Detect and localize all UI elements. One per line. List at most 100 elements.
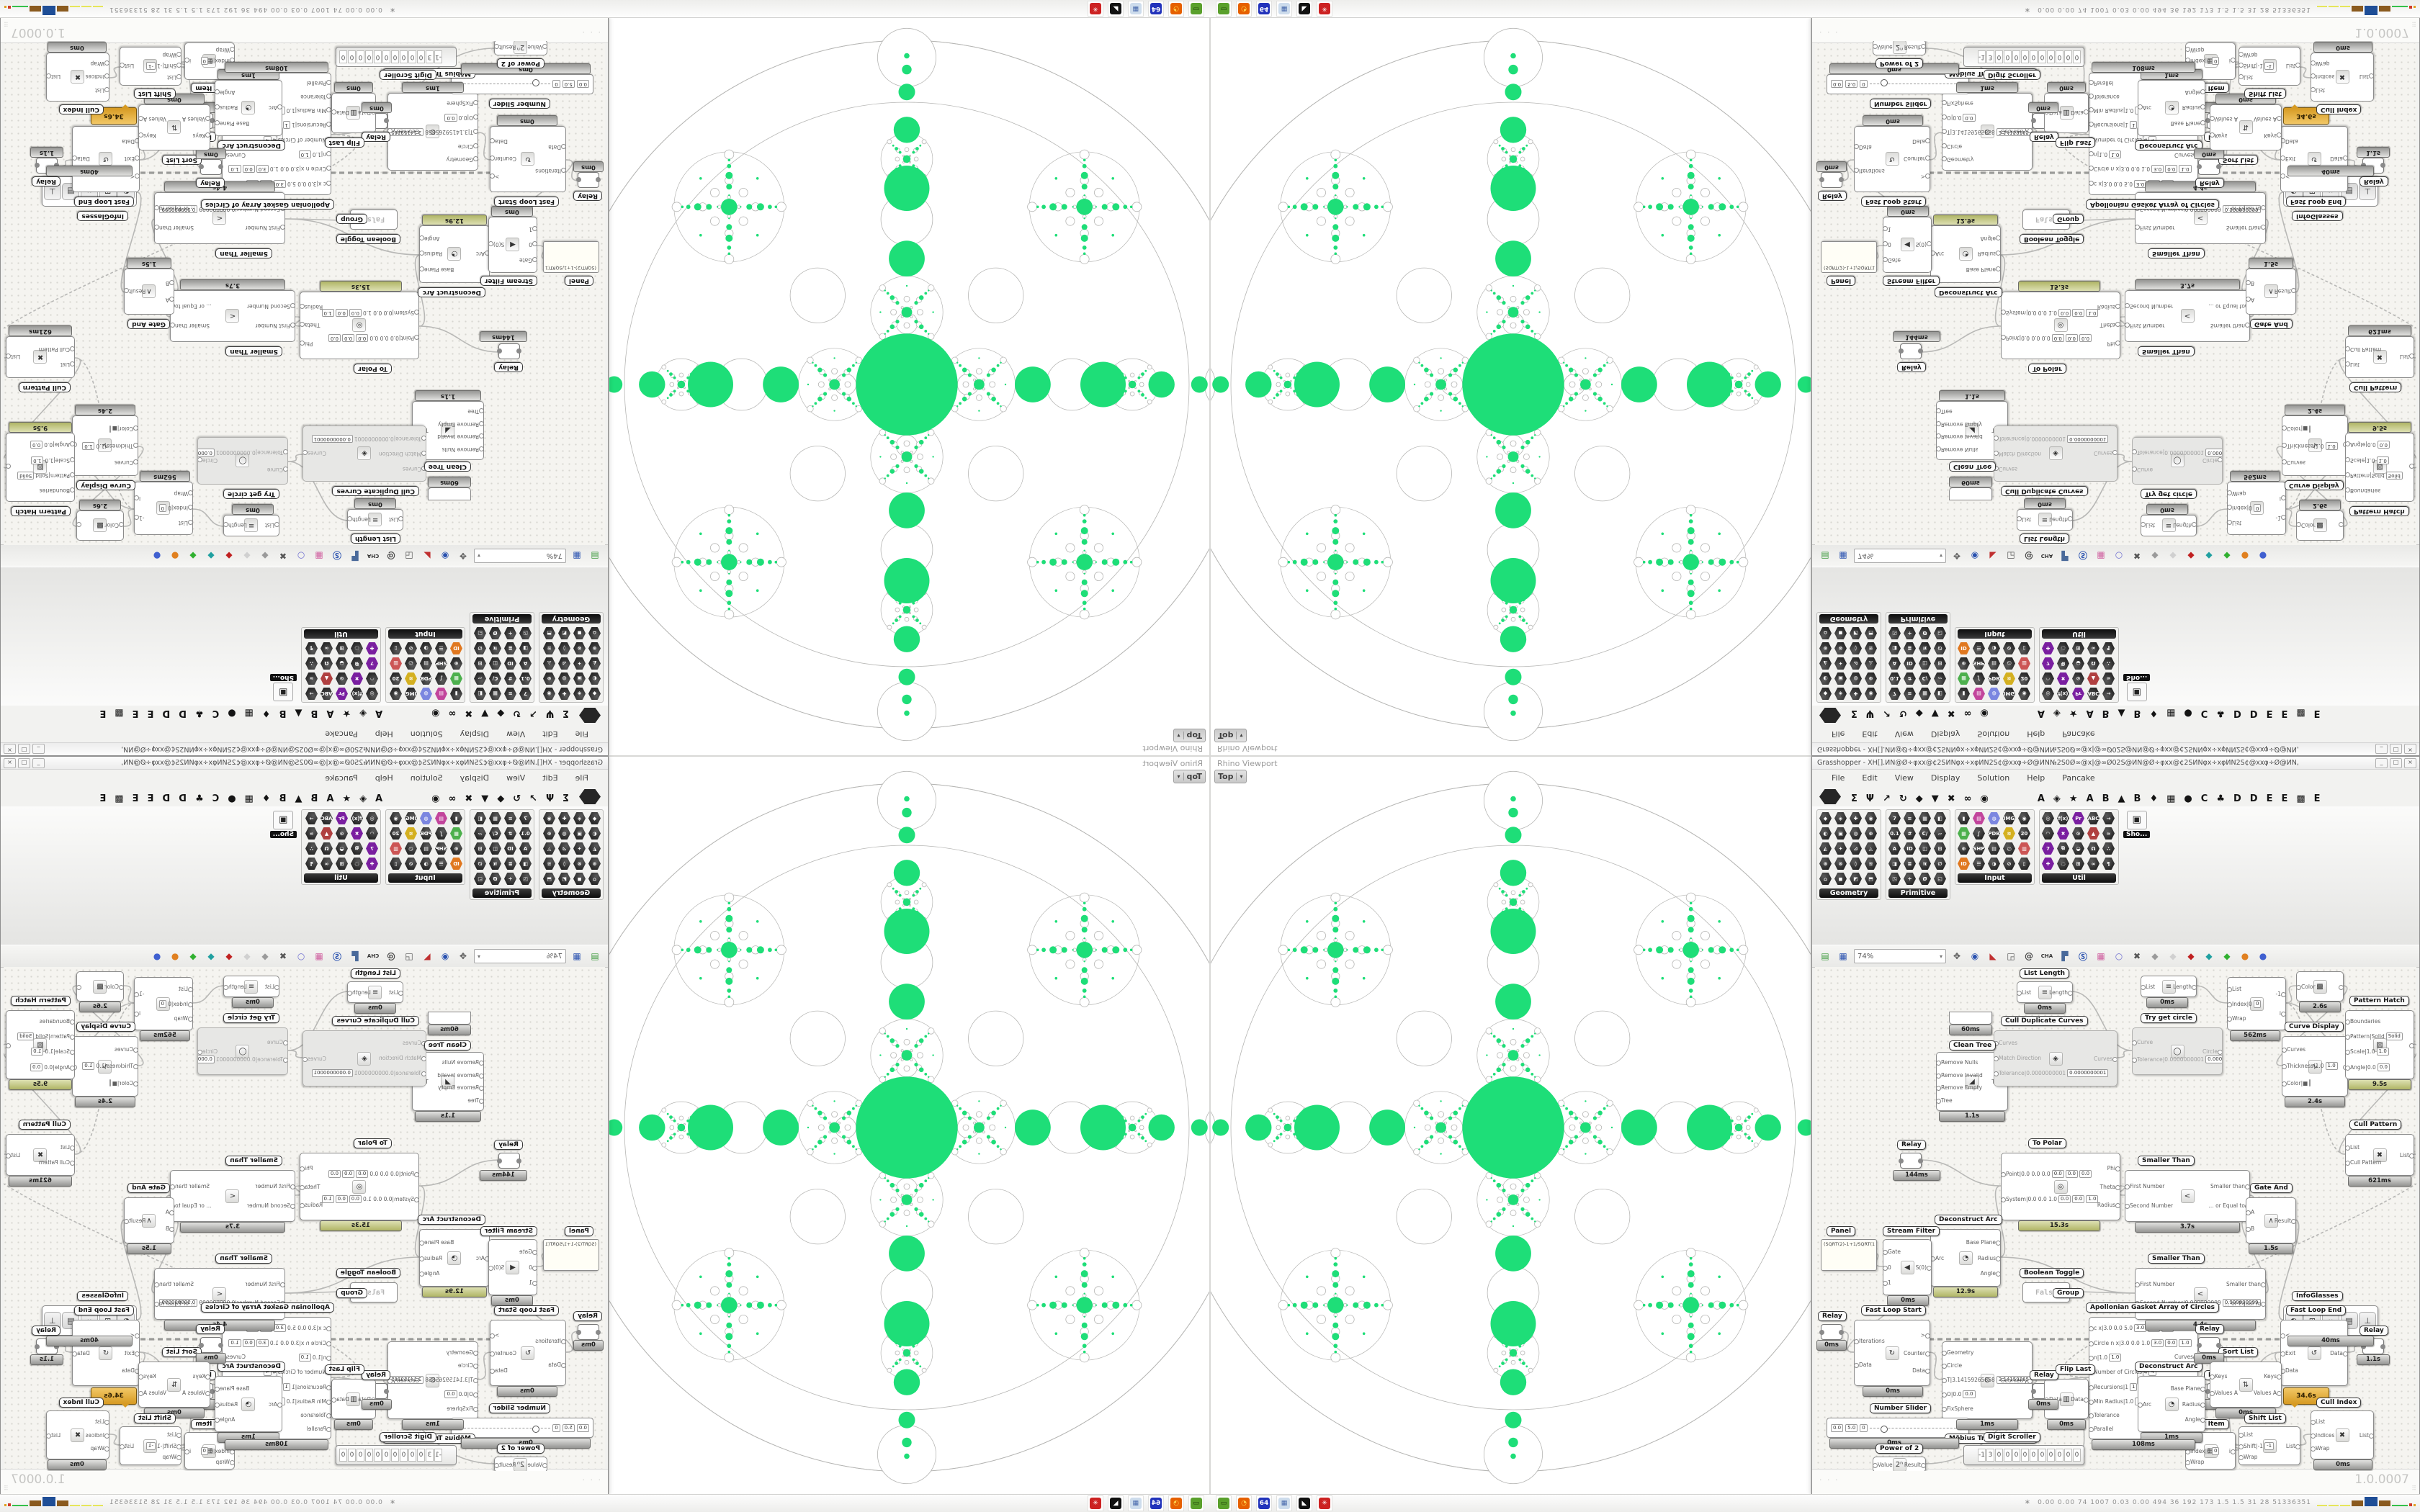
slider-chip[interactable]: 5.0 [1845,1423,1858,1432]
zoom-combo-box[interactable]: 74% ▾ [474,949,566,963]
menu-item-display[interactable]: Display [460,729,490,739]
input-port[interactable]: Values A [182,1390,210,1396]
digit-cell[interactable]: 0 [400,50,408,63]
component-icon[interactable]: ¶ [2102,642,2115,654]
input-port[interactable]: Geometry [1942,1349,1979,1356]
component-icon[interactable]: ◬ [1865,657,1877,670]
output-port[interactable]: … or Equal to [171,1202,225,1209]
value-chip[interactable]: 0.0 [30,441,43,449]
output-port[interactable]: Counter [490,156,520,163]
input-port[interactable]: List [2228,986,2249,992]
node-label-pattern-hatch[interactable]: Pattern Hatch [2349,506,2409,516]
toolbar-icon[interactable]: ● [2241,951,2249,961]
value-chip[interactable]: -1 [2264,62,2275,71]
input-port[interactable]: Wrap [86,60,109,67]
output-port[interactable]: List [6,1152,32,1158]
input-port[interactable]: Match Direction [373,1055,426,1061]
input-port[interactable]: Curves [1994,1040,2048,1046]
component-icon[interactable]: ◠ [2042,827,2054,840]
component-icon[interactable]: ◎ [366,812,378,824]
input-port[interactable]: Scale|1.0 1.0 [2346,456,2389,464]
component-tab[interactable]: ↗ [1882,793,1891,804]
output-port[interactable]: Base Plane [2171,1385,2205,1392]
component-tab[interactable]: ◉ [431,708,440,719]
output-port[interactable]: Smaller than [2196,1183,2249,1190]
plugin-tab[interactable]: ● [2184,793,2192,804]
input-port[interactable]: List [384,989,403,996]
digit-cell[interactable]: 0 [1995,50,2003,63]
toolbar-icon[interactable]: ● [171,551,179,561]
plugin-tab[interactable]: ◈ [359,708,367,719]
node-label-relay[interactable]: Relay [32,1326,60,1336]
input-port[interactable]: List [2017,517,2037,523]
toolbar-icon[interactable]: ◣ [424,551,431,561]
input-port[interactable]: Circle n x|3.0 0.0 1.0 3.0 0.0 1.0 [228,165,331,174]
component-icon[interactable]: ◍ [1988,812,2000,824]
input-port[interactable]: Tolerance [285,94,331,100]
plugin-tab[interactable]: ♣ [2216,793,2225,804]
input-port[interactable]: List [260,523,279,529]
component-icon[interactable]: ✚ [558,812,570,824]
output-port[interactable]: i [135,495,156,502]
component-icon[interactable]: ◑ [420,858,432,870]
component-icon[interactable]: ⊛ [1819,858,1832,870]
node-label-infoglasses[interactable]: InfoGlasses [77,1291,128,1301]
input-port[interactable]: Index|0 0 [158,999,193,1008]
input-port[interactable]: List [2311,87,2334,94]
component-icon[interactable]: 7 [366,842,378,855]
gh-component[interactable]: First Number Second Number < Smaller than… … [2125,290,2250,342]
output-port[interactable]: Values A [2254,116,2282,122]
input-port[interactable]: Color|■ [2282,1079,2311,1086]
value-chip[interactable]: 0.0 [444,114,457,122]
component-icon[interactable]: # [504,827,516,840]
component-icon[interactable]: ◬ [543,657,555,670]
output-port[interactable]: Keys [2254,132,2282,139]
plugin-tab[interactable]: C [212,793,220,804]
plugin-tab[interactable]: ▲ [295,793,302,804]
close-button[interactable]: × [4,758,16,768]
output-port[interactable]: Circle [2186,1048,2222,1055]
node-label-pattern-hatch[interactable]: Pattern Hatch [2349,996,2409,1006]
value-chip[interactable]: 0.0 [2165,1338,2178,1347]
output-port[interactable]: Data [2323,1350,2347,1356]
plugin-tab[interactable]: E [2281,708,2288,719]
viewport-view-button[interactable]: Top ▾ [1214,729,1247,742]
component-icon[interactable]: ⊿ [1850,842,1862,855]
output-port[interactable]: Geometry [1996,1377,2032,1384]
input-port[interactable]: Shift|-1 -1 [2239,62,2275,71]
gh-component[interactable]: Curves Thickness|1.0 1.0 Color|■ ∿ [72,1036,138,1097]
digit-cell[interactable]: 0 [2012,1449,2020,1462]
input-port[interactable]: Wrap [215,1459,235,1465]
output-port[interactable] [77,523,92,529]
input-port[interactable]: Arc [463,251,490,258]
output-port[interactable]: Length [2173,523,2197,529]
output-port[interactable]: S(0) [489,1264,505,1271]
component-tab[interactable]: ◆ [497,793,505,804]
component-icon[interactable]: f(x) [2057,688,2069,700]
value-chip[interactable]: 0.0 [2079,1170,2092,1179]
menu-item-help[interactable]: Help [2027,729,2045,739]
toolbar-icon[interactable]: ◆ [225,551,233,561]
component-icon[interactable]: ⊞ [336,642,348,654]
taskbar-icon-calculator[interactable]: ▦ [1276,1495,1292,1511]
component-icon[interactable]: ⌂ [588,873,601,885]
component-icon[interactable]: ⊗ [1834,858,1847,870]
component-tab[interactable]: ✖ [465,793,473,804]
digit-cell[interactable]: -1 [434,1449,442,1462]
slider-chip[interactable]: 0 [552,1423,560,1432]
digit-cell[interactable]: 0 [339,1449,347,1462]
input-port[interactable]: Values A [2210,116,2238,122]
output-port[interactable] [2388,464,2414,471]
component-icon[interactable]: ∞ [2087,858,2099,870]
input-port[interactable]: First Number [2125,1183,2179,1190]
component-icon[interactable]: ⊛ [588,642,601,654]
component-icon[interactable]: ◳ [519,873,532,885]
component-icon[interactable]: 7 [1888,812,1901,824]
component-icon[interactable]: ÷ [504,873,516,885]
node-label-infoglasses[interactable]: InfoGlasses [2292,211,2343,221]
component-icon[interactable]: ▮ [1958,688,1970,700]
toolbar-icon[interactable]: ◆ [189,951,197,961]
node-label-boolean-toggle[interactable]: Boolean Toggle [2020,1268,2084,1278]
